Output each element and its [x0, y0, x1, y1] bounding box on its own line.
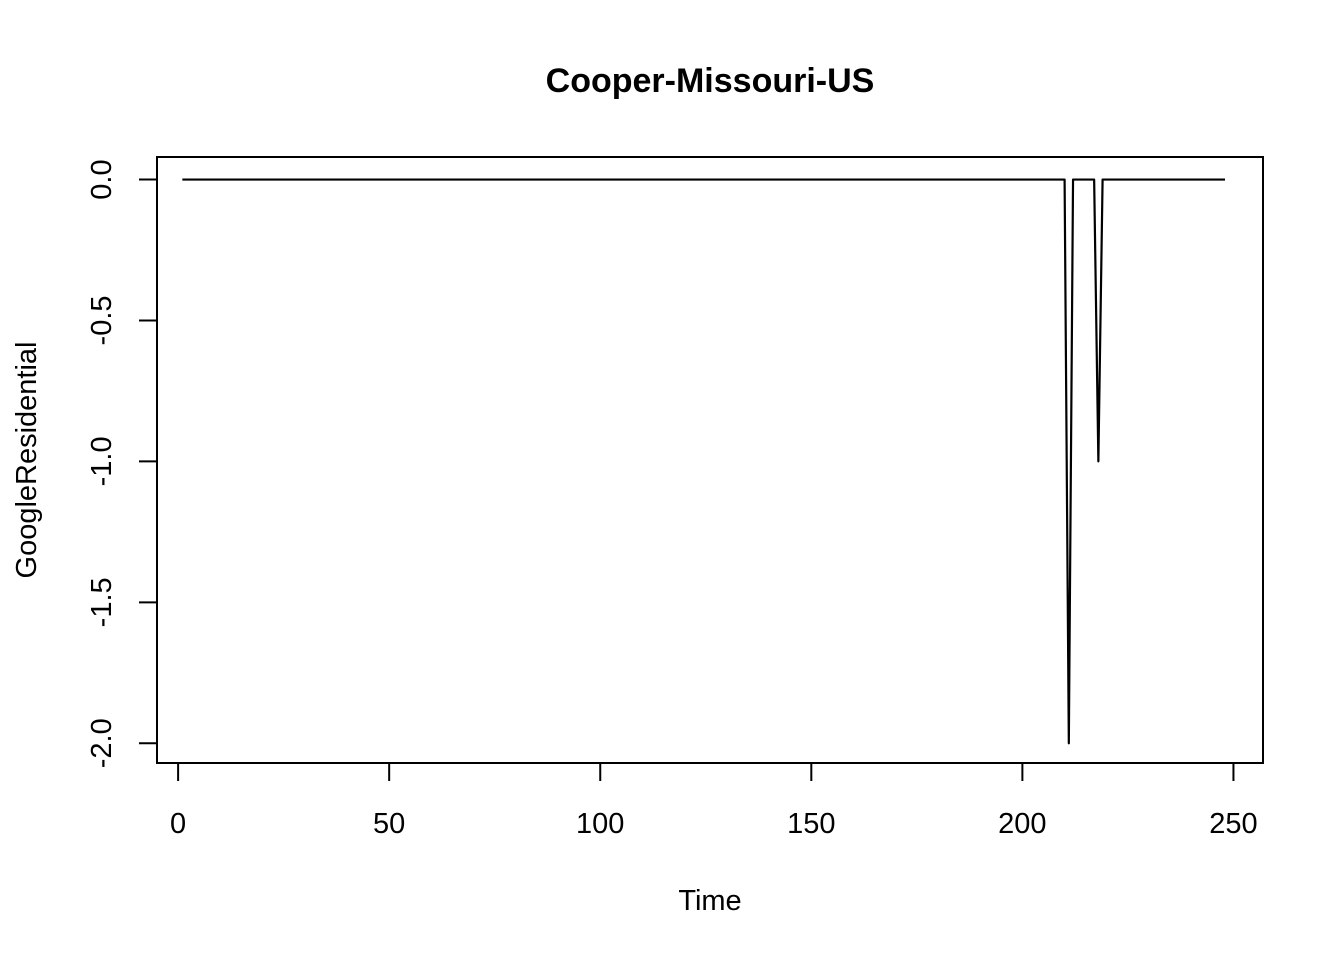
x-tick-label: 100: [576, 808, 624, 840]
x-tick-label: 250: [1209, 808, 1257, 840]
x-axis: 0 50 100 150 200 250: [170, 762, 1258, 840]
y-tick-label: 0.0: [86, 159, 118, 199]
series-layer: [182, 178, 1226, 745]
chart-title: Cooper-Missouri-US: [546, 62, 875, 100]
x-tick-label: 50: [373, 808, 405, 840]
y-axis: -2.0 -1.5 -1.0 -0.5 0.0: [86, 159, 158, 768]
y-tick-label: -0.5: [86, 295, 118, 345]
y-axis-label: GoogleResidential: [11, 342, 43, 579]
x-tick-label: 150: [787, 808, 835, 840]
plot-frame: [156, 156, 1264, 764]
x-axis-label: Time: [678, 885, 741, 917]
y-tick-label: -1.0: [86, 436, 118, 486]
y-tick-label: -2.0: [86, 718, 118, 768]
x-tick-label: 200: [998, 808, 1046, 840]
y-tick-label: -1.5: [86, 577, 118, 627]
series-line: [182, 178, 1226, 745]
x-tick-label: 0: [170, 808, 186, 840]
